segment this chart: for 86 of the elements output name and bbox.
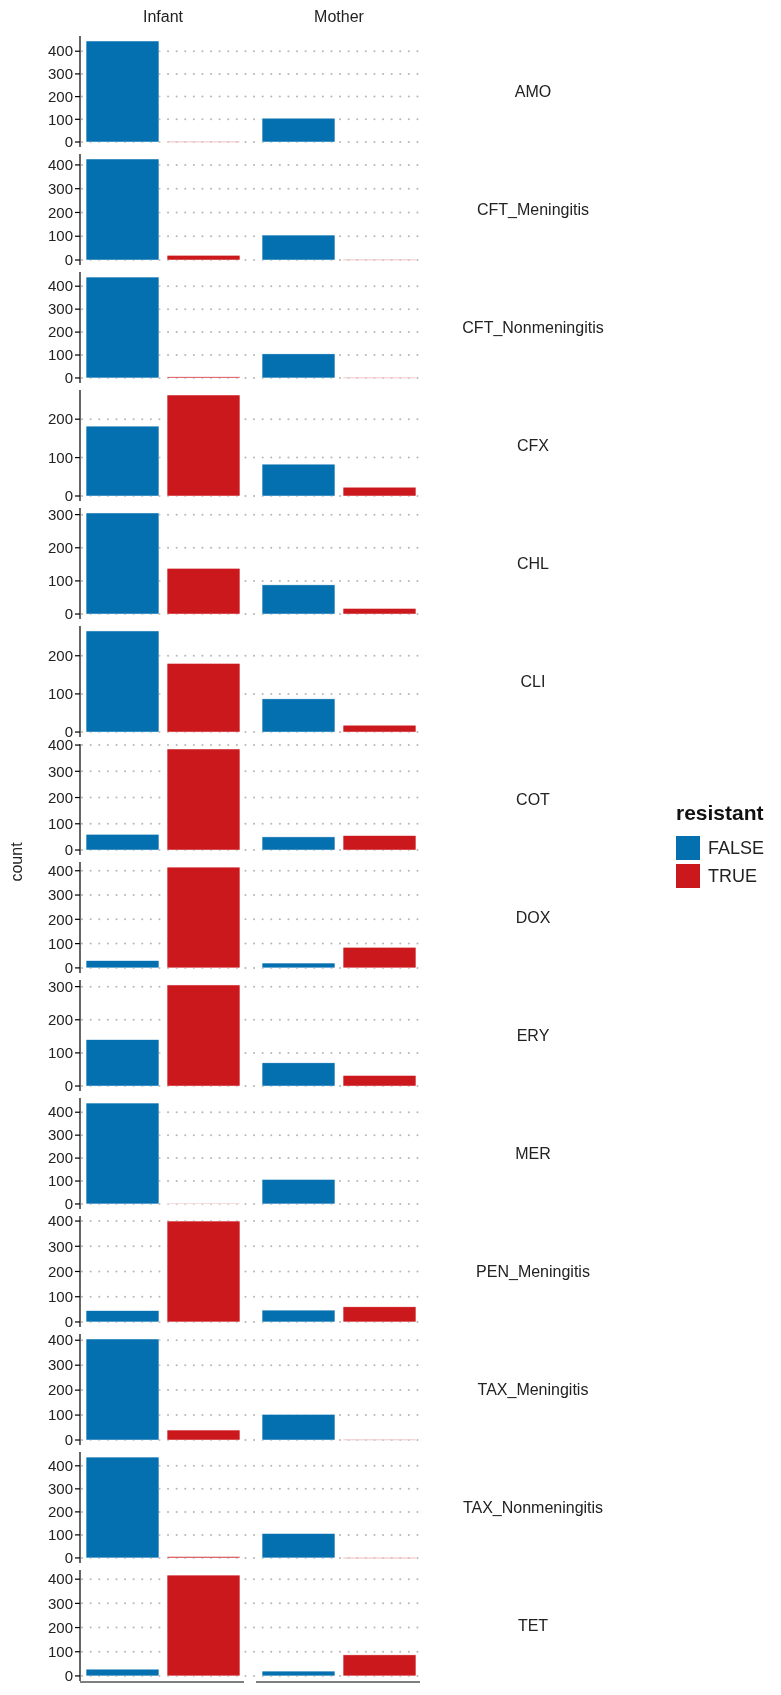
bar	[85, 960, 160, 969]
text: COT	[516, 791, 551, 809]
y-tick-label: 100	[47, 685, 73, 703]
y-tick-label: 300	[47, 65, 73, 83]
bar	[342, 947, 417, 969]
y-tick-label: 300	[47, 1594, 73, 1612]
y-tick-label: 0	[64, 1195, 73, 1213]
text: CFT_Meningitis	[476, 201, 590, 220]
y-tick-label: 100	[47, 1172, 73, 1190]
text: AMO	[514, 83, 552, 101]
y-tick-label: 200	[47, 203, 73, 221]
y-tick-label: 100	[47, 1287, 73, 1305]
legend-label: TRUE	[708, 866, 757, 887]
text: CFX	[517, 437, 550, 455]
y-tick-label: 100	[47, 1406, 73, 1424]
y-tick-label: 200	[47, 1381, 73, 1399]
y-tick-label: 0	[64, 251, 73, 269]
y-tick-label: 100	[47, 1642, 73, 1660]
y-tick-label: 400	[47, 1331, 73, 1349]
y-tick-label: 0	[64, 841, 73, 859]
y-tick-label: 300	[47, 1356, 73, 1374]
y-tick-label: 0	[64, 487, 73, 505]
text: CFT_Nonmeningitis	[462, 319, 604, 338]
text: TAX_Nonmeningitis	[462, 1499, 604, 1518]
y-tick-label: 300	[47, 300, 73, 318]
y-tick-label: 400	[47, 156, 73, 174]
y-tick-label: 200	[47, 647, 73, 664]
y-tick-label: 100	[47, 572, 73, 590]
text: Mother	[314, 8, 365, 25]
y-tick-label: 100	[47, 1526, 73, 1544]
text: CHL	[516, 555, 550, 573]
y-tick-label: 100	[47, 815, 73, 833]
y-tick-label: 400	[47, 42, 73, 60]
y-tick-label: 0	[64, 605, 73, 623]
y-tick-label: 300	[47, 505, 73, 523]
y-tick-label: 200	[47, 539, 73, 557]
y-tick-label: 100	[47, 1044, 73, 1062]
y-tick-label: 400	[47, 861, 73, 879]
y-axis-title: count	[8, 841, 25, 882]
y-tick-label: 200	[47, 1618, 73, 1636]
y-tick-label: 0	[64, 369, 73, 387]
y-tick-label: 100	[47, 110, 73, 128]
y-tick-label: 200	[47, 323, 73, 341]
y-tick-label: 300	[47, 762, 73, 780]
y-tick-label: 200	[47, 1149, 73, 1167]
y-tick-label: 300	[47, 179, 73, 197]
y-tick-label: 200	[47, 910, 73, 928]
y-tick-label: 300	[47, 1237, 73, 1255]
text: TAX_Meningitis	[477, 1381, 589, 1400]
y-tick-label: 300	[47, 886, 73, 904]
y-tick-label: 400	[47, 1103, 73, 1121]
y-tick-label: 300	[47, 1480, 73, 1498]
y-tick-label: 100	[47, 346, 73, 364]
y-tick-label: 200	[47, 1011, 73, 1029]
y-tick-label: 400	[47, 1570, 73, 1588]
text: Infant	[142, 8, 184, 25]
legend-title: resistant	[676, 801, 764, 824]
y-tick-label: 200	[47, 87, 73, 105]
bar	[261, 962, 336, 969]
y-tick-label: 0	[64, 133, 73, 151]
y-tick-label: 200	[47, 1503, 73, 1521]
y-tick-label: 200	[47, 788, 73, 806]
y-tick-label: 0	[64, 1667, 73, 1685]
y-tick-label: 200	[47, 1262, 73, 1280]
text: DOX	[515, 909, 551, 927]
y-tick-label: 0	[64, 1077, 73, 1095]
y-tick-label: 100	[47, 448, 73, 466]
legend-label: FALSE	[708, 838, 765, 859]
y-tick-label: 200	[47, 410, 73, 428]
y-tick-label: 400	[47, 277, 73, 295]
text: PEN_Meningitis	[476, 1263, 590, 1282]
y-tick-label: 400	[47, 1212, 73, 1230]
text: TET	[517, 1617, 549, 1635]
y-tick-label: 0	[64, 959, 73, 977]
y-tick-label: 0	[64, 1313, 73, 1331]
y-tick-label: 300	[47, 977, 73, 995]
y-tick-label: 400	[47, 1457, 73, 1475]
y-tick-label: 0	[64, 1549, 73, 1567]
bar	[166, 866, 241, 969]
y-tick-label: 300	[47, 1126, 73, 1144]
text: MER	[515, 1145, 551, 1163]
y-tick-label: 0	[64, 1431, 73, 1449]
y-tick-label: 100	[47, 227, 73, 245]
text: ERY	[516, 1027, 550, 1045]
text: CLI	[520, 673, 546, 691]
y-tick-label: 100	[47, 934, 73, 952]
